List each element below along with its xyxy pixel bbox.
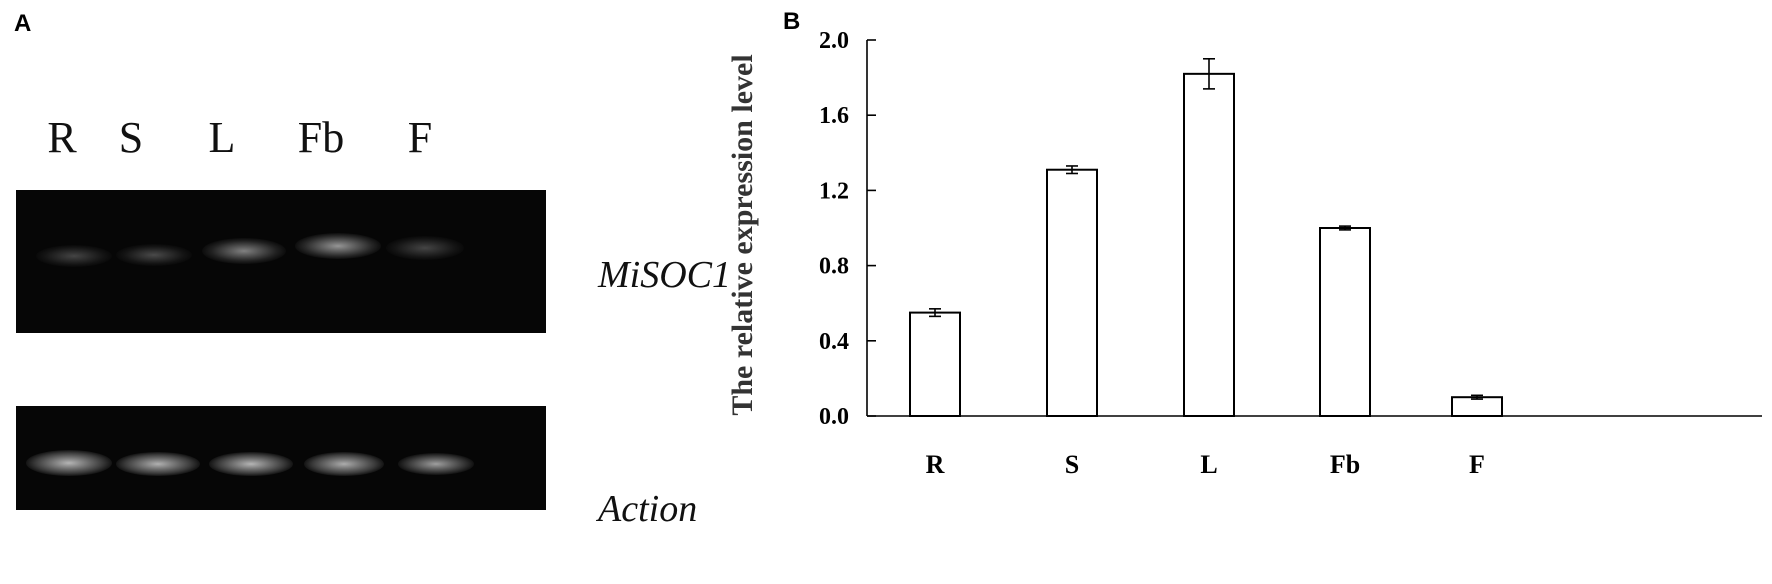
gel-band [304, 452, 384, 476]
bar [1183, 72, 1235, 417]
gel-image-misoc1 [16, 190, 546, 333]
chart-marks: 0.0 0.4 0.8 1.2 1.6 2.0 The relative expressio… [726, 28, 1762, 479]
x-tick-label: L [1200, 450, 1217, 479]
gel-band [386, 236, 464, 260]
gel-band [116, 452, 200, 476]
lane-label-f: F [407, 113, 433, 162]
lane-label-fb: Fb [297, 113, 345, 162]
lane-label-l: L [208, 113, 236, 162]
bar [909, 311, 961, 418]
y-tick-label: 0.4 [819, 329, 849, 355]
x-tick-label: Fb [1330, 450, 1360, 479]
gene-label-action: Action [598, 488, 698, 530]
gene-label-misoc1: MiSOC1 [598, 254, 731, 296]
y-tick-label: 2.0 [819, 28, 849, 54]
gel-band [116, 244, 192, 266]
x-tick-label: S [1065, 450, 1079, 479]
gel-band [295, 233, 381, 259]
y-axis-label: The relative expression level [726, 54, 759, 415]
bar [1319, 227, 1371, 417]
gel-band [36, 245, 112, 267]
bar [1046, 168, 1098, 417]
lane-label-r: R [47, 113, 77, 162]
y-tick-label: 0.8 [819, 254, 849, 280]
gel-band [209, 452, 293, 476]
panel-b-label: B [783, 8, 801, 35]
gel-band [26, 450, 112, 476]
x-tick-label: R [926, 450, 945, 479]
y-tick-label: 1.2 [819, 178, 849, 204]
gel-band [202, 238, 286, 264]
gel-band [398, 453, 474, 475]
panel-a-label: A [14, 10, 32, 37]
y-tick-label: 0.0 [819, 404, 849, 430]
bar [1451, 396, 1503, 418]
lane-label-s: S [118, 113, 144, 162]
y-tick-label: 1.6 [819, 103, 849, 129]
x-tick-label: F [1469, 450, 1485, 479]
gel-image-action [16, 406, 546, 510]
